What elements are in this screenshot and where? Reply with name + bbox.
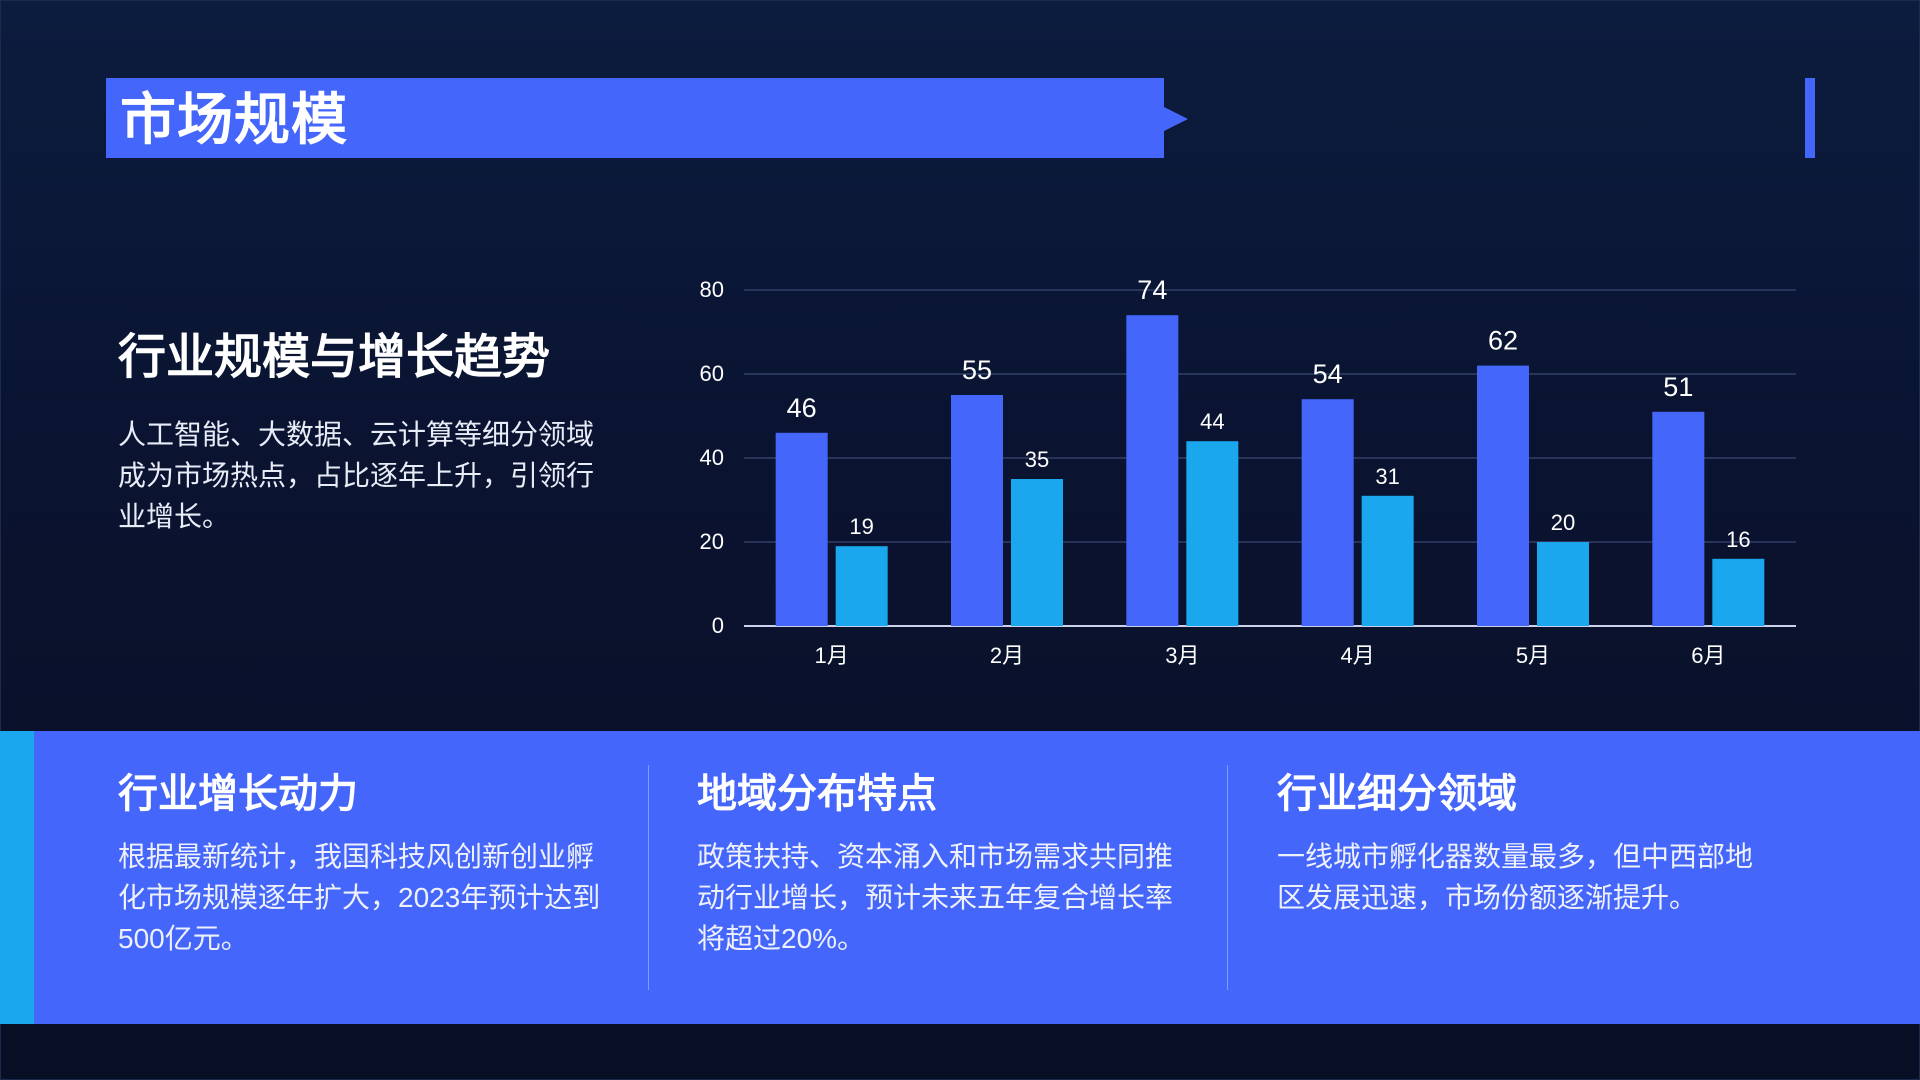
bar-series-1 bbox=[1126, 315, 1179, 626]
bar-series-2 bbox=[1712, 558, 1765, 626]
feature-divider bbox=[648, 765, 649, 990]
feature-divider bbox=[1227, 765, 1228, 990]
x-tick-label: 3月 bbox=[1165, 643, 1199, 668]
data-label: 54 bbox=[1313, 359, 1343, 389]
title-arrow-icon bbox=[1164, 107, 1188, 131]
bar-series-2 bbox=[1186, 441, 1239, 626]
data-label: 16 bbox=[1726, 527, 1750, 552]
section-body: 人工智能、大数据、云计算等细分领域成为市场热点，占比逐年上升，引领行业增长。 bbox=[118, 419, 595, 532]
y-tick-label: 60 bbox=[700, 361, 724, 386]
bar-chart-svg: 0 20 40 60 80 46 19 1月 55 35 2月 74 44 3月 54 31 4月 62 20 5月 5… bbox=[700, 275, 1796, 668]
data-label: 19 bbox=[849, 514, 873, 539]
section-heading: 行业规模与增长趋势 bbox=[118, 331, 551, 384]
y-tick-label: 80 bbox=[700, 277, 724, 302]
data-label: 31 bbox=[1375, 464, 1399, 489]
feature-band-accent bbox=[0, 731, 34, 1024]
bar-chart: 0 20 40 60 80 46 19 1月 55 35 2月 74 44 3月 54 31 4月 62 20 5月 5… bbox=[680, 260, 1820, 680]
data-label: 35 bbox=[1025, 447, 1049, 472]
y-tick-label: 0 bbox=[712, 613, 724, 638]
feature-body: 政策扶持、资本涌入和市场需求共同推动行业增长，预计未来五年复合增长率将超过20%… bbox=[697, 841, 1174, 954]
data-label: 51 bbox=[1663, 372, 1693, 402]
feature-title: 地域分布特点 bbox=[697, 772, 937, 816]
x-tick-label: 5月 bbox=[1516, 643, 1550, 668]
bar-series-1 bbox=[1477, 365, 1529, 626]
x-tick-label: 2月 bbox=[990, 643, 1024, 668]
x-tick-label: 4月 bbox=[1341, 643, 1375, 668]
bar-series-1 bbox=[1652, 411, 1705, 626]
feature-band bbox=[0, 731, 1920, 1024]
feature-title: 行业增长动力 bbox=[118, 772, 358, 816]
page-title: 市场规模 bbox=[120, 88, 348, 151]
x-tick-label: 6月 bbox=[1691, 643, 1725, 668]
data-label: 46 bbox=[787, 393, 817, 423]
bar-series-2 bbox=[1537, 542, 1589, 626]
feature-body: 一线城市孵化器数量最多，但中西部地区发展迅速，市场份额逐渐提升。 bbox=[1277, 841, 1754, 913]
data-label: 44 bbox=[1200, 409, 1224, 434]
feature-card-growth-drivers: 行业增长动力 根据最新统计，我国科技风创新创业孵化市场规模逐年扩大，2023年预… bbox=[118, 768, 608, 959]
data-label: 62 bbox=[1488, 326, 1518, 356]
x-tick-label: 1月 bbox=[815, 643, 849, 668]
data-label: 74 bbox=[1137, 275, 1167, 305]
bar-series-1 bbox=[951, 395, 1003, 626]
bar-series-2 bbox=[1361, 495, 1414, 626]
bar-series-1 bbox=[1301, 399, 1354, 626]
bar-series-2 bbox=[1011, 479, 1063, 626]
feature-card-segments: 行业细分领域 一线城市孵化器数量最多，但中西部地区发展迅速，市场份额逐渐提升。 bbox=[1277, 768, 1767, 918]
y-tick-label: 40 bbox=[700, 445, 724, 470]
data-label: 55 bbox=[962, 355, 992, 385]
feature-title: 行业细分领域 bbox=[1277, 772, 1517, 816]
data-label: 20 bbox=[1551, 510, 1575, 535]
bar-series-2 bbox=[835, 546, 888, 626]
bar-series-1 bbox=[775, 432, 828, 626]
title-bar bbox=[106, 78, 1164, 158]
title-accent-bar bbox=[1805, 78, 1815, 158]
y-tick-label: 20 bbox=[700, 529, 724, 554]
feature-body: 根据最新统计，我国科技风创新创业孵化市场规模逐年扩大，2023年预计达到500亿… bbox=[118, 841, 601, 954]
feature-card-regional-distribution: 地域分布特点 政策扶持、资本涌入和市场需求共同推动行业增长，预计未来五年复合增长… bbox=[697, 768, 1187, 959]
